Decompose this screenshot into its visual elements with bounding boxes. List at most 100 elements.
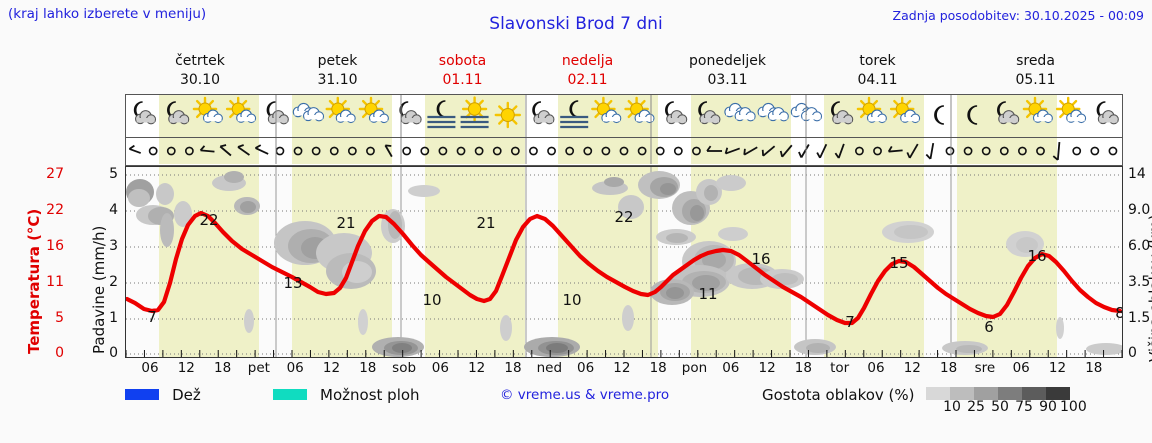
- cloudheight-tick-1: 14: [1128, 166, 1146, 182]
- calm-wind-icon: [655, 146, 665, 156]
- calm-wind-icon: [402, 146, 412, 156]
- calm-wind-icon: [945, 146, 955, 156]
- x-tick-label-21: 06: [867, 360, 885, 376]
- daylight-band-4: [558, 167, 658, 357]
- rain-legend-swatch: [125, 389, 159, 400]
- cloudheight-tick-3: 6.0: [1128, 238, 1151, 254]
- temperature-label-14: 16: [1027, 247, 1046, 265]
- precipitation-tick-2: 4: [109, 202, 118, 218]
- cloud-density-value-4: 75: [1015, 399, 1033, 415]
- calm-wind-icon: [438, 146, 448, 156]
- wind-barb-icon: [761, 145, 776, 157]
- cloud-density-swatch-4: [997, 387, 1022, 400]
- day-date: 03.11: [707, 72, 748, 88]
- daylight-band-7: [957, 167, 1057, 357]
- calm-wind-icon: [583, 146, 593, 156]
- wind-barb-icon: [906, 143, 919, 159]
- moon-cloud-icon: [698, 101, 721, 125]
- x-tick-label-11: 18: [504, 360, 522, 376]
- calm-wind-icon: [1108, 146, 1118, 156]
- moon-cloud-icon: [399, 101, 422, 125]
- calm-wind-icon: [692, 146, 701, 156]
- temperature-label-6: 21: [476, 214, 495, 232]
- weather-icon-strip: [125, 94, 1123, 138]
- temperature-label-10: 16: [751, 250, 770, 268]
- wind-barb-icon: [798, 144, 810, 158]
- x-tick-label-5: 06: [286, 360, 304, 376]
- wind-barb-icon: [255, 144, 269, 155]
- temperature-label-4: 21: [336, 214, 355, 232]
- x-tick-label-9: 06: [431, 360, 449, 376]
- sun-cloud-icon: [591, 96, 622, 124]
- moon-cloud-icon: [831, 101, 854, 125]
- sun-cloud-icon: [856, 96, 887, 124]
- calm-wind-icon: [1090, 146, 1100, 156]
- cloudheight-tick-6: 0: [1128, 345, 1137, 361]
- precipitation-tick-5: 1: [109, 310, 118, 326]
- precipitation-axis-title: Padavine (mm/h): [70, 166, 108, 358]
- day-date: 04.11: [857, 72, 898, 88]
- moon-fog-icon: [427, 100, 456, 129]
- calm-wind-icon: [275, 146, 285, 156]
- calm-wind-icon: [366, 146, 375, 156]
- day-header-1: četrtek 30.10: [125, 52, 275, 92]
- day-name: nedelja: [561, 53, 614, 69]
- temperature-label-11: 7: [845, 313, 855, 331]
- cloud-density-swatch-6: [1045, 387, 1070, 400]
- copyright-link[interactable]: © vreme.us & vreme.pro: [500, 387, 670, 403]
- day-date: 31.10: [317, 72, 358, 88]
- temperature-tick-4: 11: [46, 274, 64, 290]
- day-header-strip: četrtek 30.10 petek 31.10 sobota 01.11 nedelja…: [125, 52, 1123, 92]
- x-axis-labels: 06 12 18 pet 06 12 18 sob 06 12 18 ned 06 12 18 pon 06 12…: [125, 358, 1123, 378]
- x-tick-label-1: 06: [141, 360, 159, 376]
- wind-barb-icon: [816, 143, 828, 159]
- wind-barb-icon: [128, 144, 142, 154]
- daylight-band-4: [558, 138, 658, 164]
- calm-wind-icon: [619, 146, 629, 156]
- temperature-label-12: 15: [889, 254, 908, 272]
- calm-wind-icon: [184, 146, 194, 156]
- wind-barb-icon: [219, 144, 232, 157]
- sun-cloud-icon: [358, 96, 389, 124]
- x-tick-label-2: 12: [177, 360, 195, 376]
- precipitation-tick-3: 3: [109, 238, 118, 254]
- calm-wind-icon: [166, 146, 176, 156]
- day-name: četrtek: [175, 53, 225, 69]
- calm-wind-icon: [492, 146, 502, 156]
- moon-cloud-icon: [1096, 101, 1119, 125]
- temperature-tick-1: 27: [46, 166, 64, 182]
- chart-legend: Dež Možnost ploh © vreme.us & vreme.pro …: [125, 384, 1135, 424]
- calm-wind-icon: [420, 146, 430, 156]
- temperature-label-15: 8: [1115, 304, 1122, 322]
- calm-wind-icon: [347, 146, 357, 156]
- wind-barb-icon: [779, 144, 793, 158]
- wind-barbs-svg: [128, 138, 1118, 164]
- cloud-density-value-5: 90: [1039, 399, 1057, 415]
- day-header-6: torek 04.11: [805, 52, 950, 92]
- sun-cloud-icon: [1022, 96, 1053, 124]
- day-name: sobota: [438, 53, 487, 69]
- temperature-label-8: 22: [614, 208, 633, 226]
- temperature-label-5: 10: [422, 291, 441, 309]
- sun-cloud-icon: [325, 96, 356, 124]
- temperature-label-3: 13: [283, 274, 302, 292]
- calm-wind-icon: [1036, 146, 1045, 156]
- temperature-label-7: 10: [562, 291, 581, 309]
- wind-barb-icon: [199, 145, 215, 153]
- calm-wind-icon: [873, 146, 882, 156]
- calm-wind-icon: [474, 146, 484, 156]
- temperature-axis-title: Temperatura (°C): [4, 166, 43, 358]
- cloud-icon: [724, 102, 756, 122]
- sun-cloud-icon: [225, 96, 257, 124]
- day-date: 05.11: [1015, 72, 1056, 88]
- temperature-tick-3: 16: [46, 238, 64, 254]
- calm-wind-icon: [565, 146, 575, 156]
- x-tick-label-18: 12: [758, 360, 776, 376]
- cloud-icon: [757, 102, 789, 122]
- moon-cloud-icon: [665, 101, 688, 125]
- x-tick-label-4: pet: [247, 360, 270, 376]
- cloud-density-value-2: 25: [967, 399, 985, 415]
- precipitation-tick-6: 0: [109, 345, 118, 361]
- cloud-density-swatches: [925, 385, 1070, 404]
- x-tick-label-25: 06: [1012, 360, 1030, 376]
